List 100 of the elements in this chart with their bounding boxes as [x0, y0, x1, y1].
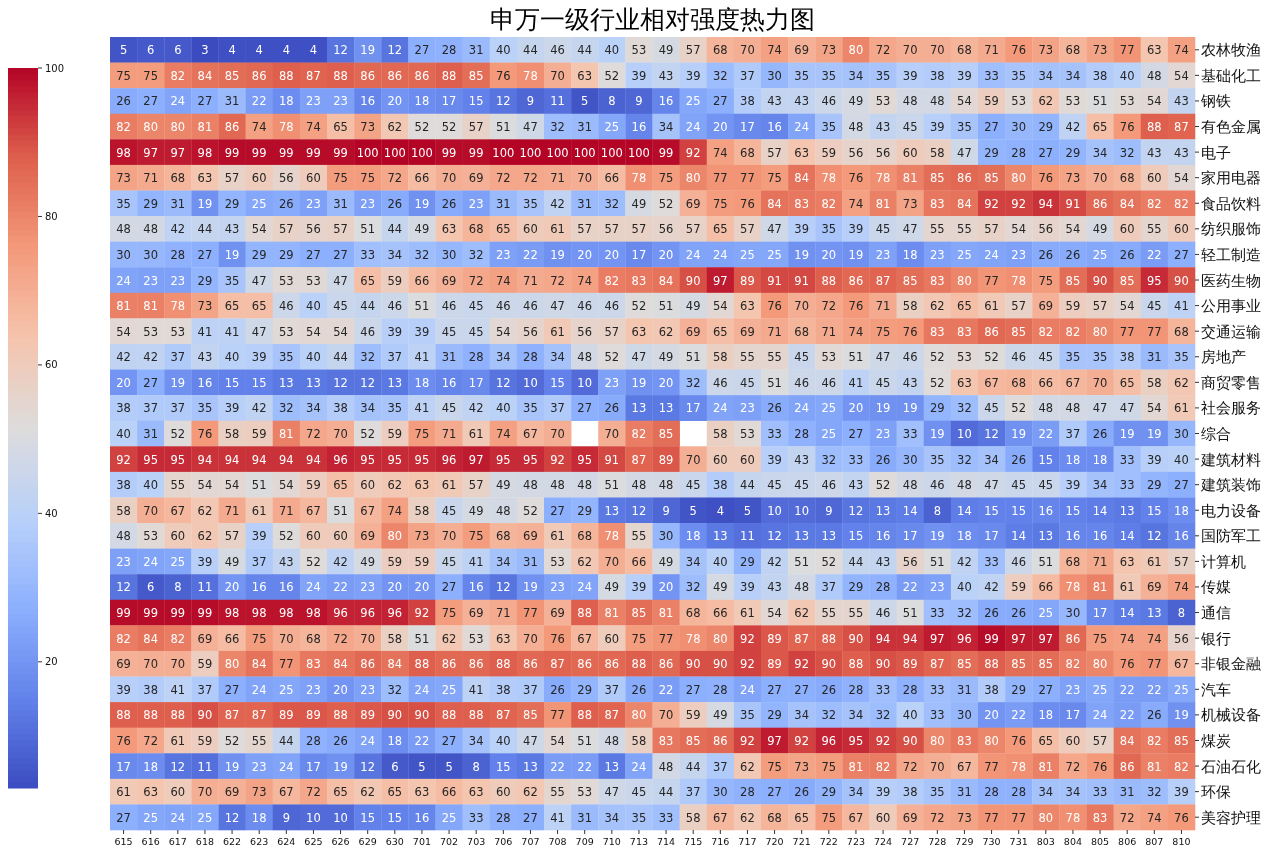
y-tick-label: 纺织服饰: [1201, 220, 1261, 239]
y-tick-label: 国防军工: [1201, 527, 1261, 546]
data-label: 45: [468, 324, 484, 339]
data-label: 56: [1038, 222, 1054, 237]
data-label: 78: [523, 68, 538, 83]
data-label: 70: [929, 759, 945, 774]
y-tick-label: 煤炭: [1201, 731, 1231, 750]
data-label: 30: [767, 68, 782, 83]
data-label: 23: [875, 247, 891, 262]
data-label: 11: [740, 529, 755, 544]
data-label: 68: [712, 43, 728, 58]
data-label: 86: [1065, 631, 1081, 646]
data-label: 81: [848, 759, 864, 774]
data-label: 70: [1092, 171, 1108, 186]
data-label: 20: [387, 94, 403, 109]
data-label: 13: [631, 401, 647, 416]
data-label: 35: [1092, 350, 1108, 365]
data-label: 25: [441, 682, 457, 697]
data-label: 67: [306, 503, 321, 518]
data-label: 59: [984, 94, 999, 109]
data-label: 84: [1119, 733, 1135, 748]
data-label: 65: [387, 785, 403, 800]
x-tick-label: 624: [277, 836, 296, 847]
data-label: 83: [658, 733, 674, 748]
data-label: 13: [658, 401, 674, 416]
data-label: 66: [441, 785, 457, 800]
data-label: 72: [468, 273, 484, 288]
x-tick-label: 722: [819, 836, 838, 847]
data-label: 73: [116, 171, 131, 186]
data-label: 29: [984, 145, 999, 160]
data-label: 95: [577, 452, 593, 467]
data-label: 66: [1038, 580, 1054, 595]
data-label: 69: [685, 324, 701, 339]
data-label: 63: [414, 478, 430, 493]
data-label: 49: [360, 554, 376, 569]
x-tick-label: 706: [494, 836, 513, 847]
data-label: 32: [468, 247, 484, 262]
data-label: 43: [1146, 145, 1162, 160]
data-label: 82: [1174, 759, 1189, 774]
data-label: 65: [360, 273, 376, 288]
data-label: 90: [387, 708, 403, 723]
data-label: 34: [550, 350, 565, 365]
data-label: 54: [1011, 222, 1027, 237]
data-label: 48: [550, 478, 565, 493]
data-label: 35: [1065, 350, 1081, 365]
data-label: 82: [875, 759, 891, 774]
y-tick-label: 美容护理: [1201, 808, 1261, 827]
data-label: 61: [1119, 580, 1135, 595]
data-label: 40: [957, 580, 972, 595]
data-label: 52: [821, 554, 837, 569]
data-label: 47: [604, 785, 620, 800]
data-label: 33: [929, 708, 945, 723]
x-tick-label: 807: [1145, 836, 1164, 847]
data-label: 5: [743, 503, 752, 518]
data-label: 39: [631, 580, 647, 595]
data-label: 26: [333, 733, 348, 748]
data-label: 51: [1092, 94, 1108, 109]
data-label: 80: [143, 120, 159, 135]
data-label: 54: [957, 94, 972, 109]
y-tick-label: 综合: [1201, 425, 1231, 443]
data-label: 87: [550, 657, 565, 672]
data-label: 29: [848, 580, 864, 595]
data-label: 80: [1092, 657, 1108, 672]
x-tick-label: 715: [684, 836, 703, 847]
data-label: 85: [957, 657, 972, 672]
data-label: 39: [740, 580, 755, 595]
data-label: 9: [635, 94, 643, 109]
data-label: 67: [1065, 375, 1081, 390]
data-label: 80: [1092, 324, 1108, 339]
data-label: 54: [495, 324, 511, 339]
data-label: 97: [170, 145, 186, 160]
data-label: 53: [1011, 94, 1027, 109]
data-label: 60: [712, 452, 728, 467]
data-label: 53: [278, 273, 294, 288]
y-tick-label: 公用事业: [1201, 297, 1261, 316]
data-label: 31: [577, 120, 593, 135]
data-label: 43: [224, 222, 240, 237]
data-label: 61: [251, 503, 267, 518]
data-label: 92: [1011, 196, 1027, 211]
x-tick-label: 618: [195, 836, 215, 847]
data-label: 90: [685, 273, 701, 288]
data-label: 68: [957, 43, 972, 58]
data-label: 25: [767, 247, 782, 262]
data-label: 99: [251, 145, 267, 160]
data-label: 51: [929, 554, 945, 569]
data-label: 39: [957, 68, 972, 83]
data-label: 47: [251, 324, 267, 339]
data-label: 22: [1119, 708, 1135, 723]
data-label: 22: [523, 247, 538, 262]
data-label: 88: [441, 708, 457, 723]
data-label: 40: [116, 427, 131, 441]
data-label: 39: [116, 682, 131, 697]
x-tick-label: 728: [928, 836, 947, 847]
data-label: 77: [1119, 43, 1135, 58]
data-label: 32: [685, 580, 701, 595]
data-label: 34: [306, 401, 321, 416]
data-label: 82: [821, 196, 837, 211]
data-label: 5: [445, 759, 453, 774]
data-label: 73: [197, 299, 213, 314]
data-label: 71: [143, 171, 159, 186]
